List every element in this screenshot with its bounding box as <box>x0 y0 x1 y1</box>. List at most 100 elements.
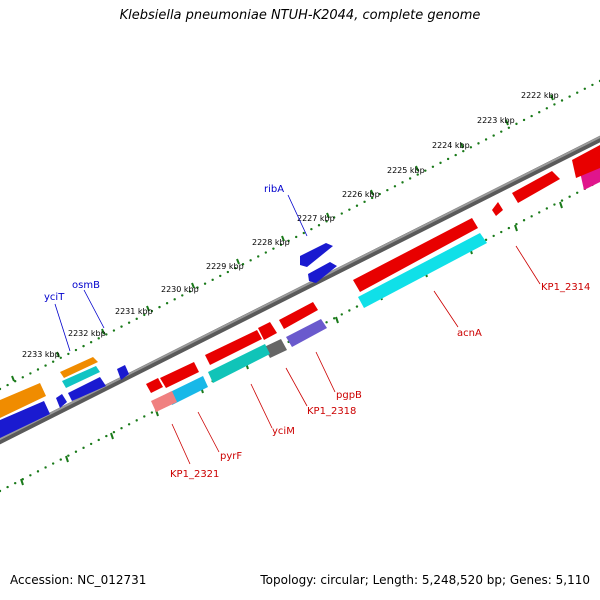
axis-dot <box>393 185 397 188</box>
gene-label-pgpB: pgpB <box>336 390 362 401</box>
axis-dot <box>530 114 533 118</box>
axis-dot <box>219 274 222 278</box>
gene-pyrF[interactable] <box>160 362 199 388</box>
gene-arrow[interactable] <box>151 391 177 412</box>
gene-arrow[interactable] <box>0 401 50 438</box>
axis-dot <box>325 321 328 324</box>
axis-dot <box>51 462 55 465</box>
axis-dot <box>560 99 564 102</box>
gene-label-ribA: ribA <box>264 184 284 195</box>
axis-dot <box>591 83 594 87</box>
axis-dot <box>143 313 146 317</box>
kbp-label: 2227 kbp <box>297 214 335 223</box>
page-title: Klebsiella pneumoniae NTUH-K2044, comple… <box>119 8 481 23</box>
axis-dot <box>576 91 579 94</box>
axis-dot <box>553 103 556 106</box>
axis-dot <box>13 481 17 485</box>
axis-dot <box>135 419 138 422</box>
axis-dot <box>97 337 100 340</box>
axis-tick <box>191 282 195 289</box>
axis-dot <box>500 130 503 133</box>
gene-label-pyrF: pyrF <box>220 451 242 462</box>
gene-osmB[interactable] <box>60 357 98 378</box>
axis-tick <box>505 119 509 126</box>
axis-dot <box>264 251 268 254</box>
axis-dot <box>89 341 93 344</box>
axis-tick <box>101 328 105 335</box>
axis-dot <box>325 220 328 223</box>
axis-dot <box>568 195 571 198</box>
axis-dot <box>522 219 526 222</box>
axis-dot <box>507 126 511 129</box>
axis-dot <box>150 309 154 313</box>
kbp-label: 2228 kbp <box>252 238 290 247</box>
axis-dot <box>477 142 480 145</box>
axis-dot <box>36 470 40 473</box>
axis-dot <box>279 243 283 246</box>
gene-yciT[interactable] <box>117 365 129 380</box>
gene-arrow[interactable] <box>0 383 46 418</box>
gene-label-KP1_2314: KP1_2314 <box>541 282 590 293</box>
gene-KP1_2321[interactable] <box>146 378 163 393</box>
axis-dot <box>370 196 374 200</box>
axis-dot <box>317 224 321 227</box>
axis-dot <box>234 266 237 270</box>
axis-dot <box>165 302 169 305</box>
axis-tick <box>20 478 24 486</box>
axis-dot <box>0 387 2 391</box>
axis-dot <box>150 411 154 414</box>
reverse-leaders <box>171 245 541 465</box>
axis-dot <box>500 230 503 234</box>
axis-dot <box>424 169 427 172</box>
gene-arrow[interactable] <box>208 344 270 383</box>
axis-dot <box>158 305 161 309</box>
axis-tick <box>514 224 518 232</box>
axis-dot <box>340 313 343 316</box>
axis-dot <box>454 153 457 157</box>
axis-dot <box>287 239 290 243</box>
axis-dot <box>553 203 556 206</box>
gene-ribA[interactable] <box>300 243 333 267</box>
axis-tick <box>335 316 339 324</box>
axis-dot <box>112 430 116 434</box>
axis-tick <box>415 165 419 172</box>
reverse-genes <box>146 145 600 412</box>
gene-acnA[interactable] <box>353 218 478 292</box>
gene-label-yciT: yciT <box>44 292 65 303</box>
axis-dot <box>348 208 351 211</box>
kbp-label: 2232 kbp <box>68 329 106 338</box>
axis-dot <box>378 192 381 196</box>
gene-pgpB[interactable] <box>279 302 318 329</box>
gene-arrow[interactable] <box>308 262 337 283</box>
gene-arrow[interactable] <box>358 233 487 308</box>
gene-arrow[interactable] <box>56 394 67 408</box>
gene-yciM[interactable] <box>205 330 262 365</box>
axis-dot <box>127 423 131 426</box>
gene-arrow[interactable] <box>572 145 600 178</box>
axis-dot <box>249 259 252 262</box>
axis-dot <box>332 317 336 320</box>
gene-KP1_2314[interactable] <box>512 171 560 203</box>
axis-tick <box>65 455 69 463</box>
axis-dot <box>363 200 366 204</box>
gene-arrow[interactable] <box>286 319 327 347</box>
axis-dot <box>67 454 70 457</box>
gene-arrow[interactable] <box>492 202 503 216</box>
axis-tick <box>370 189 374 196</box>
axis-dot <box>89 442 93 446</box>
axis-dot <box>295 235 298 239</box>
axis-dot <box>29 372 32 375</box>
axis-dot <box>181 294 184 297</box>
outer-dotted-axis <box>0 79 600 391</box>
gene-arrow[interactable] <box>68 377 106 401</box>
gene-arrow[interactable] <box>264 339 287 358</box>
gene-label-KP1_2318: KP1_2318 <box>307 406 356 417</box>
axis-dot <box>188 290 192 293</box>
accession-text: Accession: NC_012731 <box>10 573 147 587</box>
gene-arrow[interactable] <box>62 366 100 388</box>
axis-tick <box>56 351 60 358</box>
genome-summary-text: Topology: circular; Length: 5,248,520 bp… <box>260 573 590 587</box>
gene-arrow[interactable] <box>166 376 208 405</box>
gene-KP1_2318[interactable] <box>258 322 277 340</box>
axis-dot <box>74 450 78 453</box>
